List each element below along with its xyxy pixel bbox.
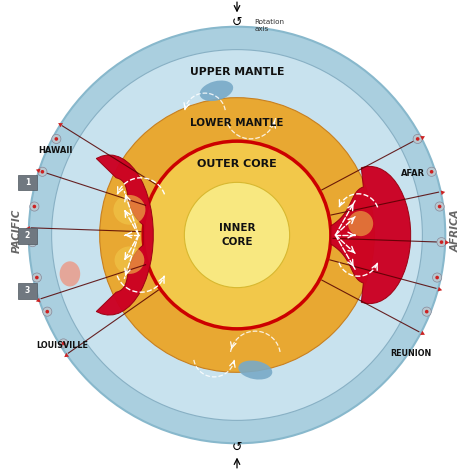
- Circle shape: [35, 276, 39, 279]
- Circle shape: [435, 276, 439, 279]
- Text: LOWER MANTLE: LOWER MANTLE: [191, 118, 283, 128]
- Ellipse shape: [113, 195, 146, 225]
- Text: AFAR: AFAR: [401, 169, 425, 178]
- Text: AFRICA: AFRICA: [451, 209, 461, 252]
- Text: REUNION: REUNION: [391, 349, 432, 358]
- Circle shape: [430, 170, 433, 173]
- Text: 1: 1: [25, 178, 30, 187]
- Circle shape: [59, 339, 68, 348]
- Circle shape: [427, 167, 436, 176]
- Circle shape: [440, 240, 443, 244]
- Circle shape: [28, 237, 37, 247]
- Circle shape: [143, 141, 331, 329]
- Circle shape: [438, 205, 441, 208]
- FancyBboxPatch shape: [18, 174, 36, 190]
- FancyBboxPatch shape: [18, 228, 36, 244]
- Circle shape: [52, 50, 422, 420]
- Text: 2: 2: [25, 231, 30, 241]
- Ellipse shape: [348, 211, 373, 236]
- Circle shape: [46, 310, 49, 313]
- Circle shape: [55, 137, 58, 141]
- Circle shape: [416, 137, 419, 141]
- Text: HAWAII: HAWAII: [38, 146, 72, 155]
- Circle shape: [32, 273, 41, 282]
- Text: UPPER MANTLE: UPPER MANTLE: [190, 68, 284, 78]
- Circle shape: [31, 240, 34, 244]
- Circle shape: [43, 307, 52, 316]
- Text: ↺: ↺: [232, 16, 242, 29]
- Circle shape: [52, 134, 61, 143]
- Text: LOUISVILLE: LOUISVILLE: [36, 341, 88, 350]
- Circle shape: [437, 237, 446, 247]
- Ellipse shape: [200, 80, 233, 101]
- Polygon shape: [96, 155, 153, 315]
- Text: Rotation
axis: Rotation axis: [255, 19, 284, 32]
- Ellipse shape: [60, 261, 80, 287]
- Circle shape: [425, 310, 428, 313]
- Polygon shape: [331, 166, 410, 304]
- Text: INNER
CORE: INNER CORE: [219, 223, 255, 247]
- Circle shape: [413, 134, 422, 143]
- Ellipse shape: [238, 360, 272, 380]
- Circle shape: [29, 27, 445, 443]
- Text: 3: 3: [25, 286, 30, 295]
- FancyBboxPatch shape: [18, 283, 36, 298]
- Circle shape: [422, 307, 431, 316]
- Text: OUTER CORE: OUTER CORE: [197, 159, 277, 169]
- Ellipse shape: [115, 246, 144, 274]
- Circle shape: [62, 342, 65, 345]
- Circle shape: [184, 182, 290, 288]
- Text: ↺: ↺: [232, 441, 242, 454]
- Circle shape: [433, 273, 442, 282]
- Circle shape: [30, 202, 39, 211]
- Circle shape: [41, 170, 44, 173]
- Text: PACIFIC: PACIFIC: [11, 208, 21, 252]
- Circle shape: [38, 167, 47, 176]
- Circle shape: [33, 205, 36, 208]
- Circle shape: [435, 202, 444, 211]
- Circle shape: [100, 98, 374, 372]
